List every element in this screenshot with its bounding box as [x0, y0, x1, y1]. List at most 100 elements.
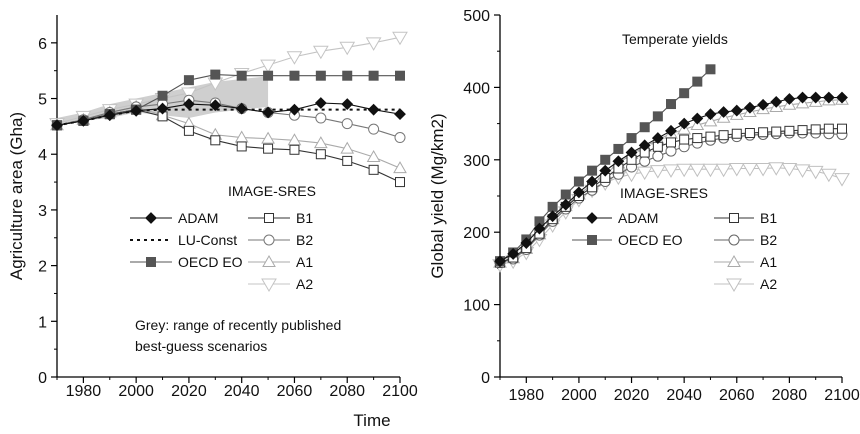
legend-title: IMAGE-SRES: [228, 183, 316, 199]
data-point: [289, 144, 300, 155]
y-tick-label: 100: [463, 298, 490, 315]
data-point: [368, 70, 379, 81]
y-axis-title: Global yield (Mg/km2): [428, 113, 447, 278]
legend-marker: [586, 212, 598, 224]
data-point: [689, 163, 706, 178]
y-tick-label: 200: [463, 225, 490, 242]
y-tick-label: 6: [38, 36, 47, 53]
y-axis-title: Agriculture area (Gha): [7, 112, 26, 280]
data-point: [692, 133, 703, 144]
legend-entry: B1: [714, 210, 777, 226]
data-point: [702, 163, 719, 178]
range-note-line-2: best-guess scenarios: [135, 338, 267, 354]
legend-entry: ADAM: [572, 210, 658, 226]
data-point: [367, 103, 380, 116]
data-point: [210, 69, 221, 80]
legend-label: A1: [296, 254, 313, 270]
data-point: [638, 139, 651, 152]
data-point: [546, 210, 559, 223]
data-point: [130, 104, 143, 117]
legend-entry: A2: [714, 276, 777, 292]
series-adam: [494, 91, 848, 268]
data-point: [679, 134, 690, 145]
data-point: [665, 145, 677, 157]
data-point: [103, 109, 116, 122]
legend-entry: OECD EO: [572, 232, 683, 248]
y-tick-label: 4: [38, 147, 47, 164]
legend-marker: [728, 234, 740, 246]
x-tick-label: 2020: [171, 383, 207, 400]
x-tick-label: 2060: [719, 387, 755, 404]
range-note-line-1: Grey: range of recently published: [135, 317, 341, 333]
data-point: [573, 176, 584, 187]
data-point: [368, 123, 380, 135]
data-point: [587, 165, 598, 176]
legend-label: B2: [760, 232, 777, 248]
data-point: [366, 150, 381, 163]
data-point: [796, 91, 809, 104]
legend-label: OECD EO: [618, 232, 683, 248]
series-a2: [492, 162, 850, 273]
data-point: [183, 75, 194, 86]
data-point: [507, 248, 520, 260]
legend-entry: LU-Const: [130, 232, 237, 248]
legend-label: A1: [760, 254, 777, 270]
legend-label: ADAM: [618, 210, 658, 226]
data-point: [613, 143, 624, 154]
data-point: [703, 114, 718, 127]
legend-marker: [264, 213, 274, 223]
data-point: [600, 154, 611, 165]
data-point: [794, 164, 811, 178]
data-point: [494, 255, 506, 268]
x-tick-label: 2060: [277, 383, 313, 400]
legend-title: IMAGE-SRES: [620, 185, 708, 201]
legend-marker: [263, 234, 275, 246]
data-point: [717, 106, 730, 118]
data-point: [599, 164, 612, 177]
data-point: [288, 103, 301, 116]
series-adam: [51, 97, 406, 132]
data-point: [755, 162, 771, 177]
legend-marker: [262, 254, 276, 267]
data-point: [209, 99, 222, 112]
legend-marker: [726, 278, 742, 292]
data-point: [286, 51, 303, 65]
legend-label: B1: [296, 210, 313, 226]
data-point: [836, 91, 848, 104]
x-tick-label: 2040: [666, 387, 702, 404]
data-point: [770, 95, 783, 108]
data-point: [663, 164, 679, 178]
data-point: [340, 141, 355, 154]
data-point: [236, 70, 247, 81]
data-point: [392, 31, 408, 46]
data-point: [395, 70, 405, 81]
data-point: [394, 132, 406, 144]
data-point: [341, 98, 354, 111]
legend-label: B2: [296, 232, 313, 248]
data-point: [692, 76, 703, 87]
legend-marker: [146, 257, 156, 267]
y-tick-label: 0: [481, 370, 490, 387]
x-tick-label: 2100: [824, 387, 860, 404]
panel-agriculture-area: Agriculture area (Gha) Time Grey: range …: [7, 15, 418, 430]
legend-label: A2: [296, 276, 313, 292]
data-point: [313, 136, 328, 149]
data-point: [730, 104, 743, 117]
data-point: [705, 64, 716, 75]
data-point: [533, 222, 546, 235]
data-point: [728, 162, 745, 177]
data-point: [649, 165, 666, 179]
data-point: [51, 119, 63, 132]
legend-label: ADAM: [178, 210, 218, 226]
legend-label: B1: [760, 210, 777, 226]
data-point: [520, 237, 533, 249]
data-point: [781, 162, 798, 177]
x-tick-label: 2020: [614, 387, 650, 404]
y-tick-label: 1: [38, 314, 47, 331]
data-point: [757, 98, 769, 111]
data-point: [834, 173, 850, 187]
legend-label: OECD EO: [178, 254, 243, 270]
panel-global-yield: Global yield (Mg/km2) Temperate yields I…: [428, 8, 860, 404]
data-point: [394, 108, 406, 121]
data-point: [181, 87, 197, 101]
